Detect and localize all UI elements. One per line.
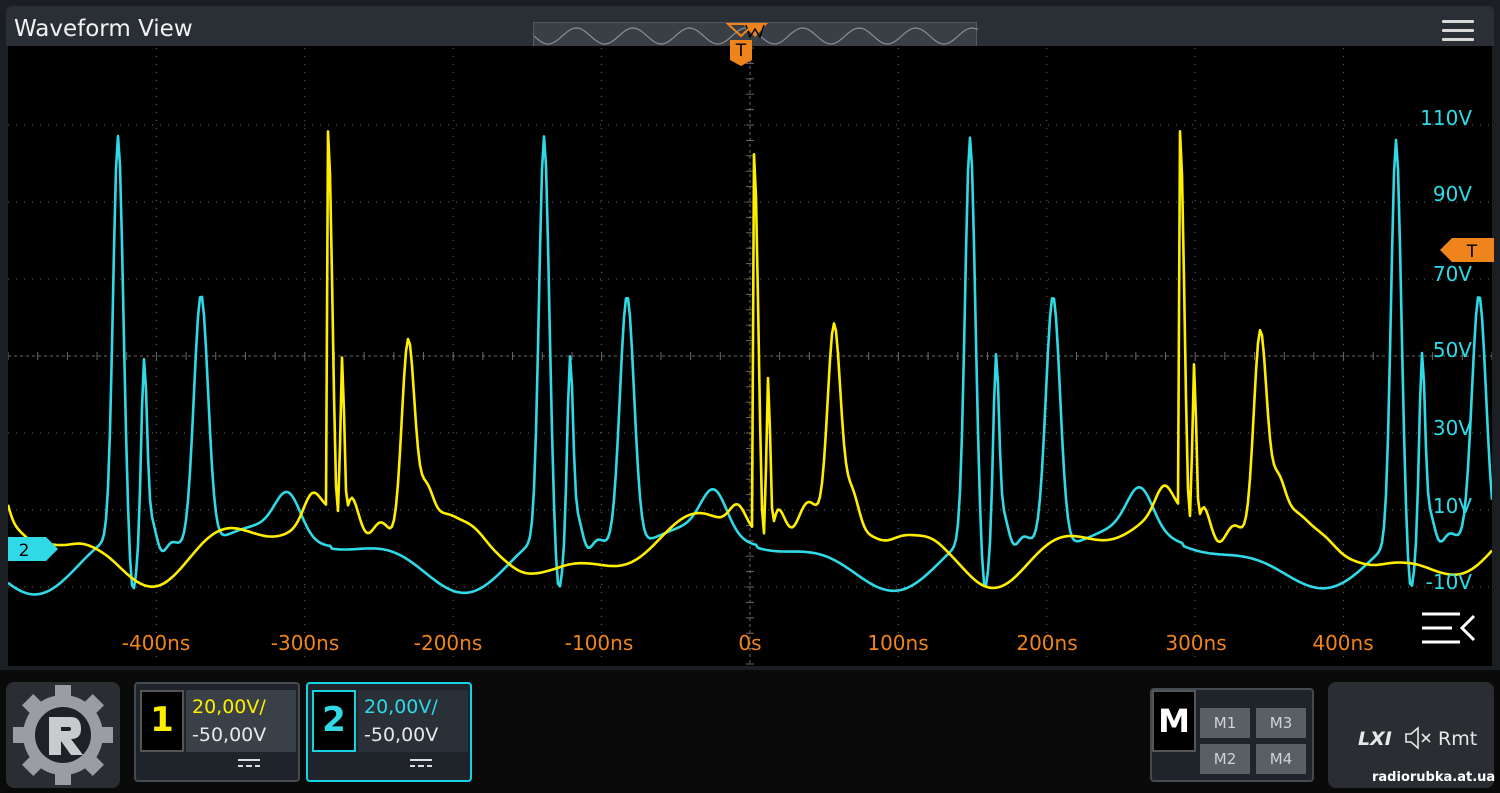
x-axis-label: 200ns [1016, 631, 1078, 655]
channel2-trace [8, 134, 1492, 596]
x-axis-label: 400ns [1312, 631, 1374, 655]
y-axis-label: 110V [1420, 106, 1472, 130]
x-axis-label: -100ns [564, 631, 634, 655]
channel2-panel[interactable]: 2 20,00V/ -50,00V [306, 682, 472, 782]
channel1-scale: 20,00V/ [192, 696, 266, 718]
trigger-level-label: T [1466, 242, 1478, 262]
channel2-number[interactable]: 2 [312, 690, 356, 752]
x-axis-label: 300ns [1165, 631, 1227, 655]
trigger-marker-label: T [735, 41, 747, 61]
remote-status: Rmt [1438, 728, 1478, 750]
dc-coupling-icon [238, 759, 260, 767]
y-axis-label: 30V [1432, 416, 1472, 440]
math-m3-button[interactable]: M3 [1256, 708, 1306, 738]
trigger-level-marker[interactable]: T [1440, 236, 1494, 264]
channel1-trace [8, 130, 1492, 590]
math-key[interactable]: M [1152, 690, 1196, 752]
waveform-window: Waveform View 110V 90V 70V 50V 30V 10V -10V -4… [0, 0, 1500, 670]
y-axis-label: 70V [1432, 262, 1472, 286]
x-axis-label: -300ns [270, 631, 340, 655]
y-axis-label: -10V [1425, 570, 1472, 594]
x-axis-label: 0s [738, 631, 762, 655]
trigger-position-marker[interactable]: T [726, 22, 756, 66]
speaker-mute-icon[interactable] [1404, 726, 1434, 750]
y-axis-label: 50V [1432, 338, 1472, 362]
channel2-marker-label: 2 [19, 541, 30, 561]
x-axis-label: 100ns [867, 631, 929, 655]
math-m2-button[interactable]: M2 [1200, 744, 1250, 774]
x-axis-label: -400ns [121, 631, 191, 655]
channel1-panel[interactable]: 1 20,00V/ -50,00V [134, 682, 300, 782]
watermark: radiorubka.at.ua [1372, 770, 1496, 785]
logo[interactable] [6, 682, 120, 788]
title-bar: Waveform View [6, 6, 1494, 48]
status-panel: LXI Rmt [1328, 682, 1494, 788]
math-panel[interactable]: M M1 M3 M2 M4 [1150, 688, 1314, 782]
channel1-number[interactable]: 1 [140, 690, 184, 752]
hamburger-menu-icon[interactable] [1442, 20, 1474, 42]
channel2-offset: -50,00V [364, 724, 439, 746]
math-m1-button[interactable]: M1 [1200, 708, 1250, 738]
y-axis-label: 90V [1432, 182, 1472, 206]
window-title: Waveform View [14, 16, 193, 42]
waveform-plot[interactable]: 110V 90V 70V 50V 30V 10V -10V -400ns -300ns -200… [8, 46, 1492, 666]
channel2-offset-marker[interactable]: 2 [8, 535, 58, 563]
channel1-offset: -50,00V [192, 724, 267, 746]
gear-logo-icon [13, 685, 113, 785]
lxi-status: LXI [1358, 728, 1392, 750]
y-axis-label: 10V [1432, 494, 1472, 518]
x-axis-label: -200ns [413, 631, 483, 655]
dc-coupling-icon [410, 759, 432, 767]
collapse-panel-icon[interactable] [1420, 610, 1476, 646]
channel2-scale: 20,00V/ [364, 696, 438, 718]
math-m4-button[interactable]: M4 [1256, 744, 1306, 774]
